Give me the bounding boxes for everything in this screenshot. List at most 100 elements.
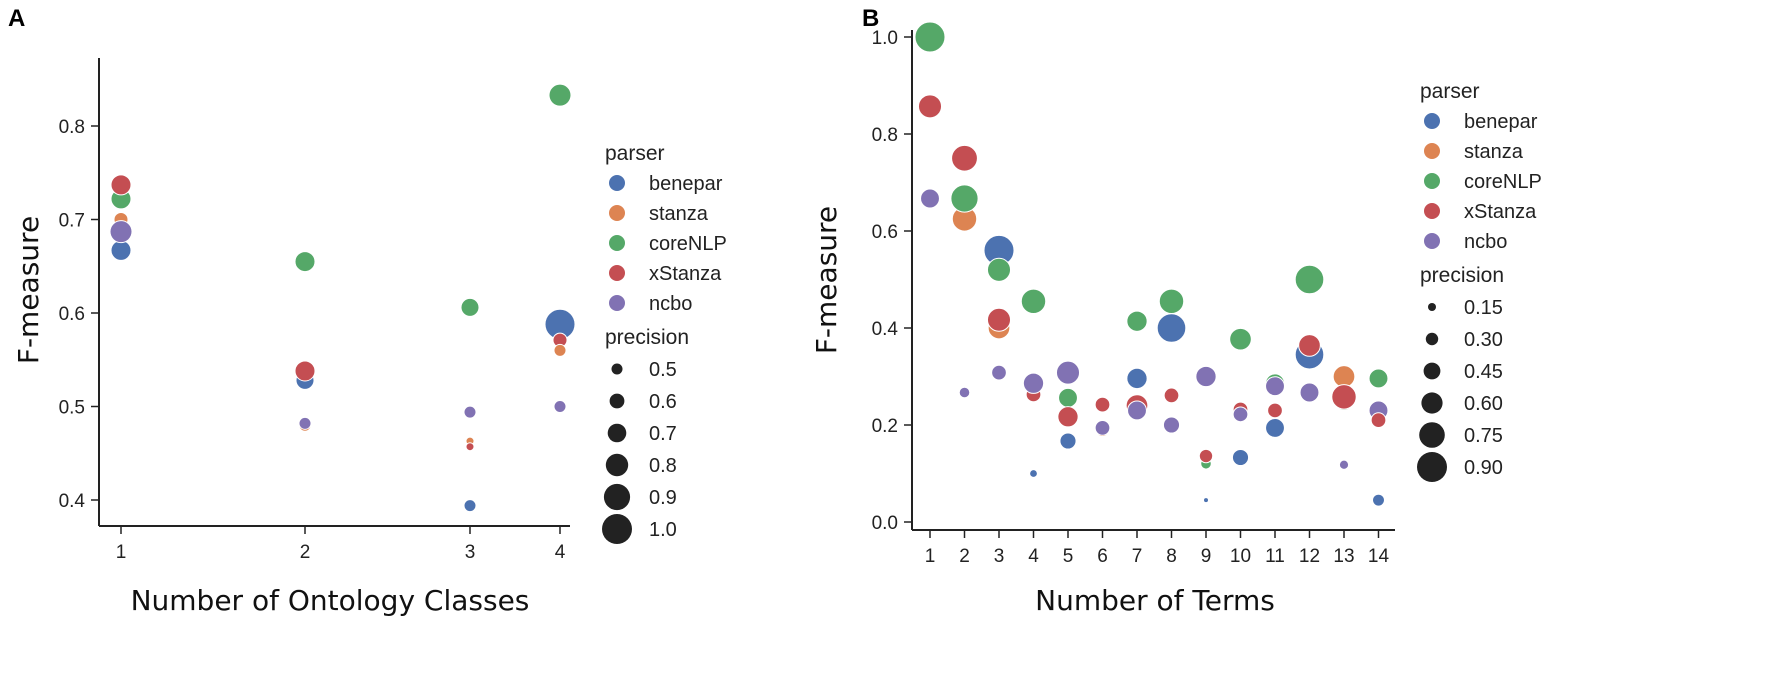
legend-marker-stanza	[1424, 143, 1440, 159]
x-tick-label: 2	[959, 546, 970, 567]
data-point-benepar	[1059, 432, 1077, 450]
data-point-coreNLP	[548, 83, 572, 107]
data-point-coreNLP	[986, 257, 1012, 282]
data-point-coreNLP	[1294, 264, 1325, 295]
legend-size-label: 1.0	[649, 519, 677, 541]
legend-label-stanza: stanza	[1464, 141, 1524, 163]
data-point-xStanza	[917, 94, 943, 119]
panel-label-a: A	[8, 5, 25, 32]
data-point-ncbo	[1162, 416, 1181, 434]
legend-size-marker	[602, 514, 632, 544]
data-point-coreNLP	[1126, 310, 1148, 332]
data-point-benepar	[1126, 367, 1148, 390]
data-point-coreNLP	[294, 251, 316, 273]
data-point-coreNLP	[914, 21, 946, 53]
legend-label-benepar: benepar	[1464, 111, 1538, 133]
data-point-ncbo	[1055, 360, 1081, 385]
data-point-benepar	[1265, 417, 1285, 438]
legend-size-marker	[607, 423, 627, 443]
y-tick-label: 0.0	[872, 513, 898, 534]
legend-title-parser: parser	[605, 142, 665, 165]
data-point-ncbo	[1232, 406, 1249, 423]
data-point-benepar	[1231, 448, 1250, 467]
legend-size-label: 0.8	[649, 455, 677, 477]
x-tick-label: 4	[1028, 546, 1039, 567]
data-point-xStanza	[465, 442, 475, 452]
legend-label-coreNLP: coreNLP	[649, 233, 727, 255]
legend-size-marker	[1419, 422, 1445, 448]
data-point-ncbo	[1265, 376, 1285, 397]
data-point-ncbo	[991, 364, 1007, 381]
legend-size-marker	[611, 363, 623, 375]
legend-size-marker	[1428, 303, 1436, 311]
legend-size-marker	[605, 453, 629, 477]
legend-size-label: 0.60	[1464, 393, 1503, 415]
legend-label-ncbo: ncbo	[1464, 231, 1507, 253]
x-tick-label: 12	[1299, 546, 1320, 567]
legend-size-marker	[603, 483, 631, 511]
y-tick-label: 1.0	[872, 28, 898, 49]
data-point-benepar	[1372, 493, 1385, 507]
y-tick-label: 0.8	[59, 117, 85, 138]
data-point-coreNLP	[1020, 288, 1047, 315]
data-point-xStanza	[1198, 448, 1214, 464]
legend-size-marker	[1423, 362, 1441, 380]
data-point-benepar	[1029, 469, 1038, 478]
data-point-xStanza	[1298, 334, 1321, 357]
legend-marker-coreNLP	[609, 235, 625, 251]
y-tick-label: 0.4	[872, 319, 899, 340]
y-tick-label: 0.8	[872, 125, 898, 146]
data-point-benepar	[1203, 497, 1209, 504]
x-tick-label: 3	[465, 542, 476, 563]
data-point-stanza	[553, 343, 567, 357]
data-point-ncbo	[920, 188, 940, 209]
legend-marker-stanza	[609, 205, 625, 221]
x-tick-label: 14	[1368, 546, 1390, 567]
data-point-xStanza	[1057, 406, 1079, 428]
data-point-stanza	[1332, 365, 1356, 388]
x-tick-label: 5	[1063, 546, 1074, 567]
legend-marker-xStanza	[1424, 203, 1440, 219]
x-tick-label: 11	[1265, 546, 1285, 567]
data-point-xStanza	[1331, 384, 1357, 410]
legend-label-xStanza: xStanza	[1464, 201, 1537, 223]
legend-marker-benepar	[1424, 113, 1440, 129]
legend-label-ncbo: ncbo	[649, 293, 692, 315]
data-point-ncbo	[553, 400, 567, 413]
data-point-benepar	[110, 239, 132, 261]
legend-label-coreNLP: coreNLP	[1464, 171, 1542, 193]
legend-marker-coreNLP	[1424, 173, 1440, 189]
data-point-ncbo	[1338, 459, 1350, 470]
legend-title-parser: parser	[1420, 80, 1480, 103]
legend-marker-xStanza	[609, 265, 625, 281]
y-tick-label: 0.2	[872, 416, 898, 437]
panel-a-plot: 0.4 0.5 0.6 0.7 0.8 1 2 3 4 Number of Ontology Cl…	[12, 58, 727, 617]
x-tick-label: 1	[116, 542, 127, 563]
data-point-ncbo	[1127, 400, 1147, 421]
legend-marker-benepar	[609, 175, 625, 191]
x-tick-label: 6	[1097, 546, 1108, 567]
data-point-ncbo	[958, 386, 971, 399]
y-tick-label: 0.6	[59, 304, 85, 325]
x-tick-label: 7	[1132, 546, 1143, 567]
x-tick-label: 8	[1166, 546, 1177, 567]
x-tick-label: 2	[300, 542, 311, 563]
x-tick-label: 3	[994, 546, 1005, 567]
y-tick-label: 0.5	[59, 398, 85, 419]
panel-b-plot: 0.00.20.40.60.81.01 2 3 4 5 6 7 8 9 10 11 12 13 14Num…	[810, 21, 1542, 617]
y-tick-label: 0.7	[59, 211, 85, 232]
data-point-coreNLP	[950, 184, 979, 213]
data-point-xStanza	[1163, 387, 1180, 404]
legend-title-precision: precision	[1420, 264, 1504, 287]
data-point-ncbo	[463, 405, 477, 419]
legend-marker-ncbo	[609, 295, 625, 311]
legend-label-xStanza: xStanza	[649, 263, 722, 285]
data-point-coreNLP	[1158, 288, 1185, 315]
y-tick-label: 0.6	[872, 222, 898, 243]
legend-size-marker	[609, 393, 625, 409]
legend-size-label: 0.30	[1464, 329, 1503, 351]
x-tick-label: 9	[1201, 546, 1212, 567]
x-tick-label: 10	[1230, 546, 1251, 567]
data-point-ncbo	[1094, 420, 1111, 436]
